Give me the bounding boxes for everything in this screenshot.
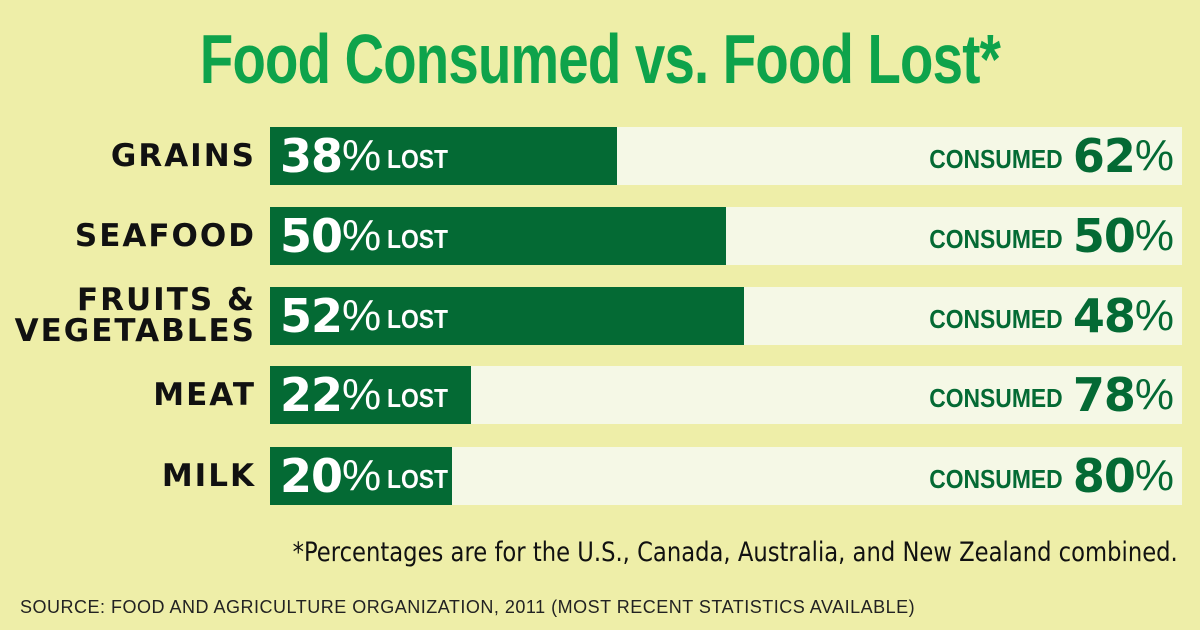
consumed-value: 62	[1072, 129, 1136, 183]
lost-data-label: 50% LOST	[280, 207, 456, 265]
consumed-word: CONSUMED	[929, 463, 1063, 494]
category-label: MILK	[161, 457, 256, 494]
percent-sign: %	[342, 211, 382, 260]
lost-word: LOST	[387, 223, 449, 254]
consumed-bar: 50% LOST CONSUMED 50%	[270, 207, 1182, 265]
lost-data-label: 52% LOST	[280, 287, 456, 345]
lost-bar	[270, 207, 726, 265]
lost-word: LOST	[387, 382, 449, 413]
consumed-value: 50	[1072, 209, 1136, 263]
lost-value: 20	[280, 449, 343, 503]
bar-row: MEAT 22% LOST CONSUMED 78%	[0, 366, 1200, 424]
lost-word: LOST	[387, 303, 449, 334]
consumed-data-label: CONSUMED 48%	[911, 287, 1174, 345]
consumed-data-label: CONSUMED 78%	[911, 366, 1174, 424]
percent-sign: %	[1134, 131, 1174, 180]
percent-sign: %	[342, 451, 382, 500]
lost-value: 50	[280, 209, 343, 263]
lost-data-label: 20% LOST	[280, 447, 456, 505]
lost-bar	[270, 127, 617, 185]
consumed-bar: 20% LOST CONSUMED 80%	[270, 447, 1182, 505]
consumed-value: 48	[1072, 289, 1136, 343]
chart-title: Food Consumed vs. Food Lost*	[199, 20, 1001, 98]
percent-sign: %	[1134, 370, 1174, 419]
consumed-word: CONSUMED	[929, 303, 1063, 334]
bar-row: MILK 20% LOST CONSUMED 80%	[0, 447, 1200, 505]
percent-sign: %	[1134, 211, 1174, 260]
bar-row: FRUITS & VEGETABLES 52% LOST CONSUMED 48%	[0, 282, 1200, 349]
percent-sign: %	[342, 370, 382, 419]
percent-sign: %	[1134, 291, 1174, 340]
consumed-word: CONSUMED	[929, 223, 1063, 254]
bar-row: GRAINS 38% LOST CONSUMED 62%	[0, 127, 1200, 185]
percent-sign: %	[342, 291, 382, 340]
source-note: SOURCE: FOOD AND AGRICULTURE ORGANIZATIO…	[20, 597, 916, 617]
consumed-data-label: CONSUMED 62%	[911, 127, 1174, 185]
percent-sign: %	[342, 131, 382, 180]
lost-data-label: 22% LOST	[280, 366, 456, 424]
category-label: FRUITS & VEGETABLES	[14, 282, 256, 349]
consumed-data-label: CONSUMED 50%	[911, 207, 1174, 265]
lost-value: 52	[280, 289, 343, 343]
lost-bar	[270, 447, 453, 505]
consumed-bar: 38% LOST CONSUMED 62%	[270, 127, 1182, 185]
consumed-word: CONSUMED	[929, 382, 1063, 413]
lost-data-label: 38% LOST	[280, 127, 456, 185]
consumed-value: 78	[1072, 368, 1136, 422]
lost-value: 22	[280, 368, 343, 422]
category-label: MEAT	[153, 376, 256, 413]
lost-bar	[270, 366, 471, 424]
bar-row: SEAFOOD 50% LOST CONSUMED 50%	[0, 207, 1200, 265]
consumed-bar: 22% LOST CONSUMED 78%	[270, 366, 1182, 424]
footnote: *Percentages are for the U.S., Canada, A…	[292, 537, 1178, 568]
lost-word: LOST	[387, 463, 449, 494]
consumed-word: CONSUMED	[929, 143, 1063, 174]
consumed-bar: 52% LOST CONSUMED 48%	[270, 287, 1182, 345]
category-label: SEAFOOD	[74, 217, 256, 254]
consumed-data-label: CONSUMED 80%	[911, 447, 1174, 505]
lost-value: 38	[280, 129, 343, 183]
lost-word: LOST	[387, 143, 449, 174]
percent-sign: %	[1134, 451, 1174, 500]
category-label: GRAINS	[110, 137, 256, 174]
consumed-value: 80	[1072, 449, 1136, 503]
lost-bar	[270, 287, 745, 345]
